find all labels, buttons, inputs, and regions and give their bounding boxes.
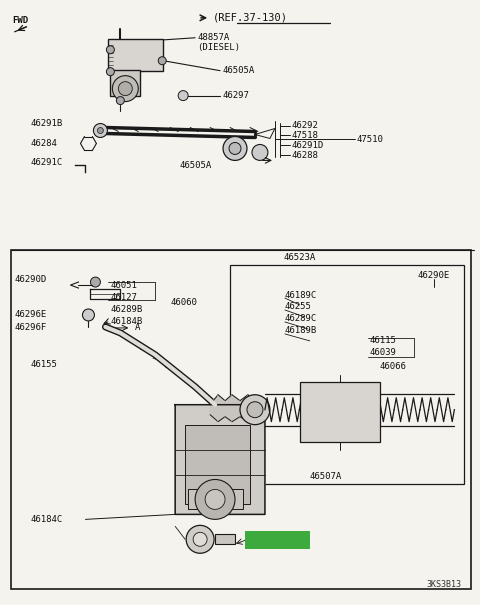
Text: 46066: 46066 <box>380 362 407 371</box>
Circle shape <box>158 57 166 65</box>
Polygon shape <box>232 394 240 422</box>
Bar <box>215 534 235 544</box>
Circle shape <box>247 402 263 417</box>
Text: 46155: 46155 <box>31 361 58 369</box>
Text: 46505A: 46505A <box>179 161 211 170</box>
Text: 46284: 46284 <box>31 139 58 148</box>
Text: 48857A: 48857A <box>197 33 229 42</box>
Circle shape <box>229 142 241 154</box>
Circle shape <box>107 68 114 76</box>
Text: 46184B: 46184B <box>110 318 143 327</box>
Circle shape <box>119 82 132 96</box>
Text: 46291C: 46291C <box>31 158 63 167</box>
Circle shape <box>107 46 114 54</box>
Bar <box>108 39 163 71</box>
Text: 46290D: 46290D <box>15 275 47 284</box>
Text: 46255: 46255 <box>285 302 312 312</box>
Bar <box>110 70 140 96</box>
Bar <box>188 489 243 509</box>
Text: 46290E: 46290E <box>418 270 450 280</box>
Circle shape <box>186 525 214 553</box>
Text: 46296F: 46296F <box>15 324 47 332</box>
Text: FWD: FWD <box>12 16 29 25</box>
Text: 46115: 46115 <box>370 336 396 345</box>
Text: 46291D: 46291D <box>292 141 324 150</box>
Circle shape <box>195 480 235 519</box>
Text: A: A <box>135 324 141 332</box>
Text: 46523A: 46523A <box>284 253 316 261</box>
Circle shape <box>178 91 188 100</box>
Text: 46189B: 46189B <box>285 327 317 335</box>
Circle shape <box>193 532 207 546</box>
Circle shape <box>240 394 270 425</box>
Text: 46060: 46060 <box>170 298 197 307</box>
Text: 46039: 46039 <box>370 348 396 358</box>
Text: (DIESEL): (DIESEL) <box>197 43 240 52</box>
Polygon shape <box>248 394 255 422</box>
Text: 46507A: 46507A <box>310 472 342 481</box>
Text: 46127: 46127 <box>110 292 137 301</box>
Circle shape <box>112 76 138 102</box>
Text: 46505A: 46505A <box>222 66 254 75</box>
Text: (REF.37-130): (REF.37-130) <box>213 13 288 23</box>
Bar <box>245 531 310 549</box>
Text: 3KS3B13: 3KS3B13 <box>426 580 461 589</box>
Circle shape <box>205 489 225 509</box>
Text: 46292: 46292 <box>292 121 319 130</box>
Bar <box>230 265 464 485</box>
Text: 46289C: 46289C <box>285 315 317 324</box>
Text: 46297: 46297 <box>222 91 249 100</box>
Bar <box>11 250 471 589</box>
Polygon shape <box>210 394 218 422</box>
Text: 46189C: 46189C <box>285 290 317 299</box>
Text: 46084: 46084 <box>261 535 292 545</box>
Text: 46289B: 46289B <box>110 306 143 315</box>
Bar <box>185 425 250 505</box>
Circle shape <box>147 50 153 56</box>
Text: 47518: 47518 <box>292 131 319 140</box>
Text: 46296E: 46296E <box>15 310 47 319</box>
Polygon shape <box>175 405 265 514</box>
Text: 46184C: 46184C <box>31 515 63 524</box>
Circle shape <box>252 145 268 160</box>
Circle shape <box>94 123 108 137</box>
Text: 47510: 47510 <box>357 135 384 144</box>
Text: 46051: 46051 <box>110 281 137 290</box>
Polygon shape <box>240 394 248 422</box>
Polygon shape <box>225 394 232 422</box>
Circle shape <box>223 137 247 160</box>
Text: 46288: 46288 <box>292 151 319 160</box>
Polygon shape <box>218 394 225 422</box>
Circle shape <box>83 309 95 321</box>
Bar <box>300 382 380 442</box>
Circle shape <box>90 277 100 287</box>
Circle shape <box>97 128 103 134</box>
Text: 46291B: 46291B <box>31 119 63 128</box>
Circle shape <box>116 97 124 105</box>
